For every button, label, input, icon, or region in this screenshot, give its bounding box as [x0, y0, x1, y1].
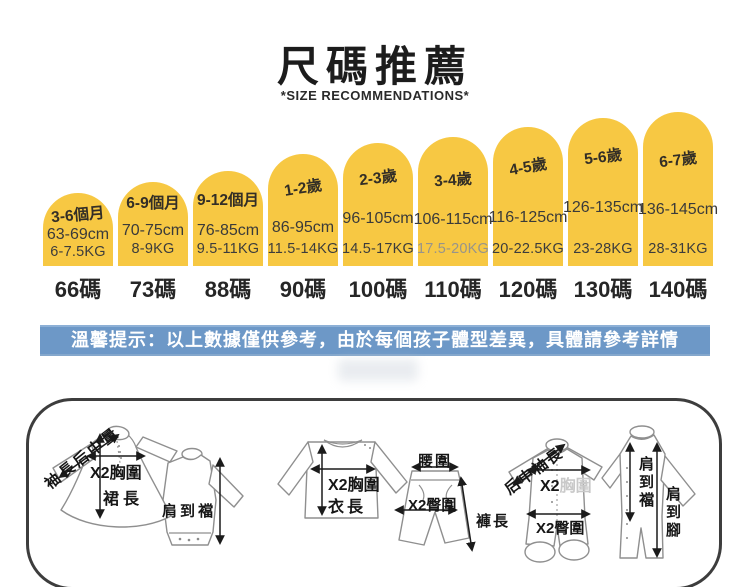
- measure-diagram-dress-bodysuit: 袖長后中量 X2胸圍 裙長 肩到襠: [30, 405, 280, 581]
- size-arch-88: 9-12個月 76-85cm 9.5-11KG: [193, 171, 263, 266]
- notice-banner: 溫馨提示：以上數據僅供參考，由於每個孩子體型差異，具體請參考詳情: [40, 325, 710, 356]
- height-label: 106-115cm: [413, 211, 493, 228]
- size-arch-110: 3-4歲 106-115cm 17.5-20KG: [414, 137, 492, 266]
- age-label: 3-4歲: [433, 170, 473, 191]
- size-code: 130碼: [573, 277, 633, 302]
- size-code: 66碼: [54, 277, 102, 302]
- size-code: 110碼: [424, 277, 482, 302]
- size-code: 120碼: [498, 277, 558, 302]
- label-chest-x2: X2胸圍: [328, 477, 380, 494]
- page-subtitle: *SIZE RECOMMENDATIONS*: [280, 88, 470, 103]
- label-chest-prefix: X2: [540, 478, 560, 495]
- size-code: 88碼: [204, 277, 252, 302]
- age-label: 2-3歲: [358, 167, 399, 190]
- size-code-row: 66碼 73碼 88碼 90碼 100碼 110碼 120碼 130碼 140碼: [43, 272, 713, 304]
- height-label: 86-95cm: [271, 219, 335, 236]
- size-arch-100: 2-3歲 96-105cm 14.5-17KG: [342, 143, 414, 266]
- weight-label: 20-22.5KG: [492, 241, 564, 257]
- height-label: 70-75cm: [121, 222, 185, 239]
- age-label: 5-6歲: [583, 146, 624, 169]
- size-code: 90碼: [279, 277, 327, 302]
- faint-watermark: [338, 359, 418, 381]
- size-arch-90: 1-2歲 86-95cm 11.5-14KG: [268, 154, 338, 266]
- age-label: 3-6個月: [50, 204, 106, 227]
- label-chest-suffix-faded: 胸圍: [559, 478, 592, 495]
- age-label: 1-2歲: [283, 177, 324, 200]
- page-title: 尺碼推薦: [276, 43, 473, 90]
- size-code: 100碼: [348, 277, 408, 302]
- weight-label: 6-7.5KG: [50, 244, 106, 260]
- label-skirt-length: 裙長: [103, 491, 144, 508]
- label-shoulder-to-crotch: 肩到襠: [637, 456, 654, 510]
- rompers-drawing: [508, 425, 696, 563]
- label-garment-length: 衣長: [328, 499, 367, 516]
- size-code: 73碼: [129, 277, 177, 302]
- height-label: 76-85cm: [196, 222, 260, 239]
- weight-label: 14.5-17KG: [342, 241, 414, 257]
- height-label: 96-105cm: [342, 210, 414, 227]
- size-code: 140碼: [648, 277, 708, 302]
- weight-label: 17.5-20KG: [417, 241, 489, 257]
- dress-bodysuit-drawing: [52, 425, 244, 546]
- weight-label: 28-31KG: [648, 241, 708, 257]
- measure-diagram-shirt-pants: X2胸圍 衣長 腰圍 X2臀圍 褲長: [272, 400, 512, 582]
- age-label: 4-5歲: [508, 155, 549, 180]
- label-chest-x2: X2胸圍: [90, 465, 142, 482]
- label-waist: 腰圍: [418, 453, 453, 470]
- size-arch-120: 4-5歲 116-125cm 20-22.5KG: [489, 127, 567, 266]
- label-pants-length: 褲長: [476, 513, 511, 530]
- age-label: 6-7歲: [658, 149, 699, 172]
- size-arch-66: 3-6個月 63-69cm 6-7.5KG: [43, 193, 113, 266]
- label-shoulder-to-foot: 肩到腳: [664, 486, 681, 540]
- height-label: 136-145cm: [637, 201, 719, 218]
- weight-label: 9.5-11KG: [196, 241, 260, 257]
- size-arches: 3-6個月 63-69cm 6-7.5KG 6-9個月 70-75cm 8-9K…: [43, 110, 718, 266]
- height-label: 126-135cm: [562, 199, 644, 216]
- size-arch-73: 6-9個月 70-75cm 8-9KG: [118, 182, 188, 266]
- label-hip-x2: X2臀圍: [408, 497, 457, 514]
- weight-label: 23-28KG: [573, 241, 633, 257]
- age-label: 6-9個月: [126, 195, 180, 212]
- measure-diagram-rompers: 后中袖長 X2胸圍 X2臀圍 肩到襠 肩到腳: [490, 398, 718, 582]
- shirt-pants-drawing: [277, 439, 476, 552]
- height-label: 63-69cm: [46, 226, 110, 243]
- size-arch-140: 6-7歲 136-145cm 28-31KG: [638, 112, 718, 266]
- label-chest-x2: X2胸圍: [540, 472, 592, 496]
- label-shoulder-to-crotch: 肩到襠: [162, 503, 217, 520]
- label-hip-x2: X2臀圍: [536, 520, 585, 537]
- weight-label: 8-9KG: [131, 241, 175, 257]
- size-arch-130: 5-6歲 126-135cm 23-28KG: [563, 118, 643, 266]
- age-label: 9-12個月: [196, 192, 260, 209]
- height-label: 116-125cm: [488, 209, 568, 226]
- weight-label: 11.5-14KG: [267, 241, 339, 257]
